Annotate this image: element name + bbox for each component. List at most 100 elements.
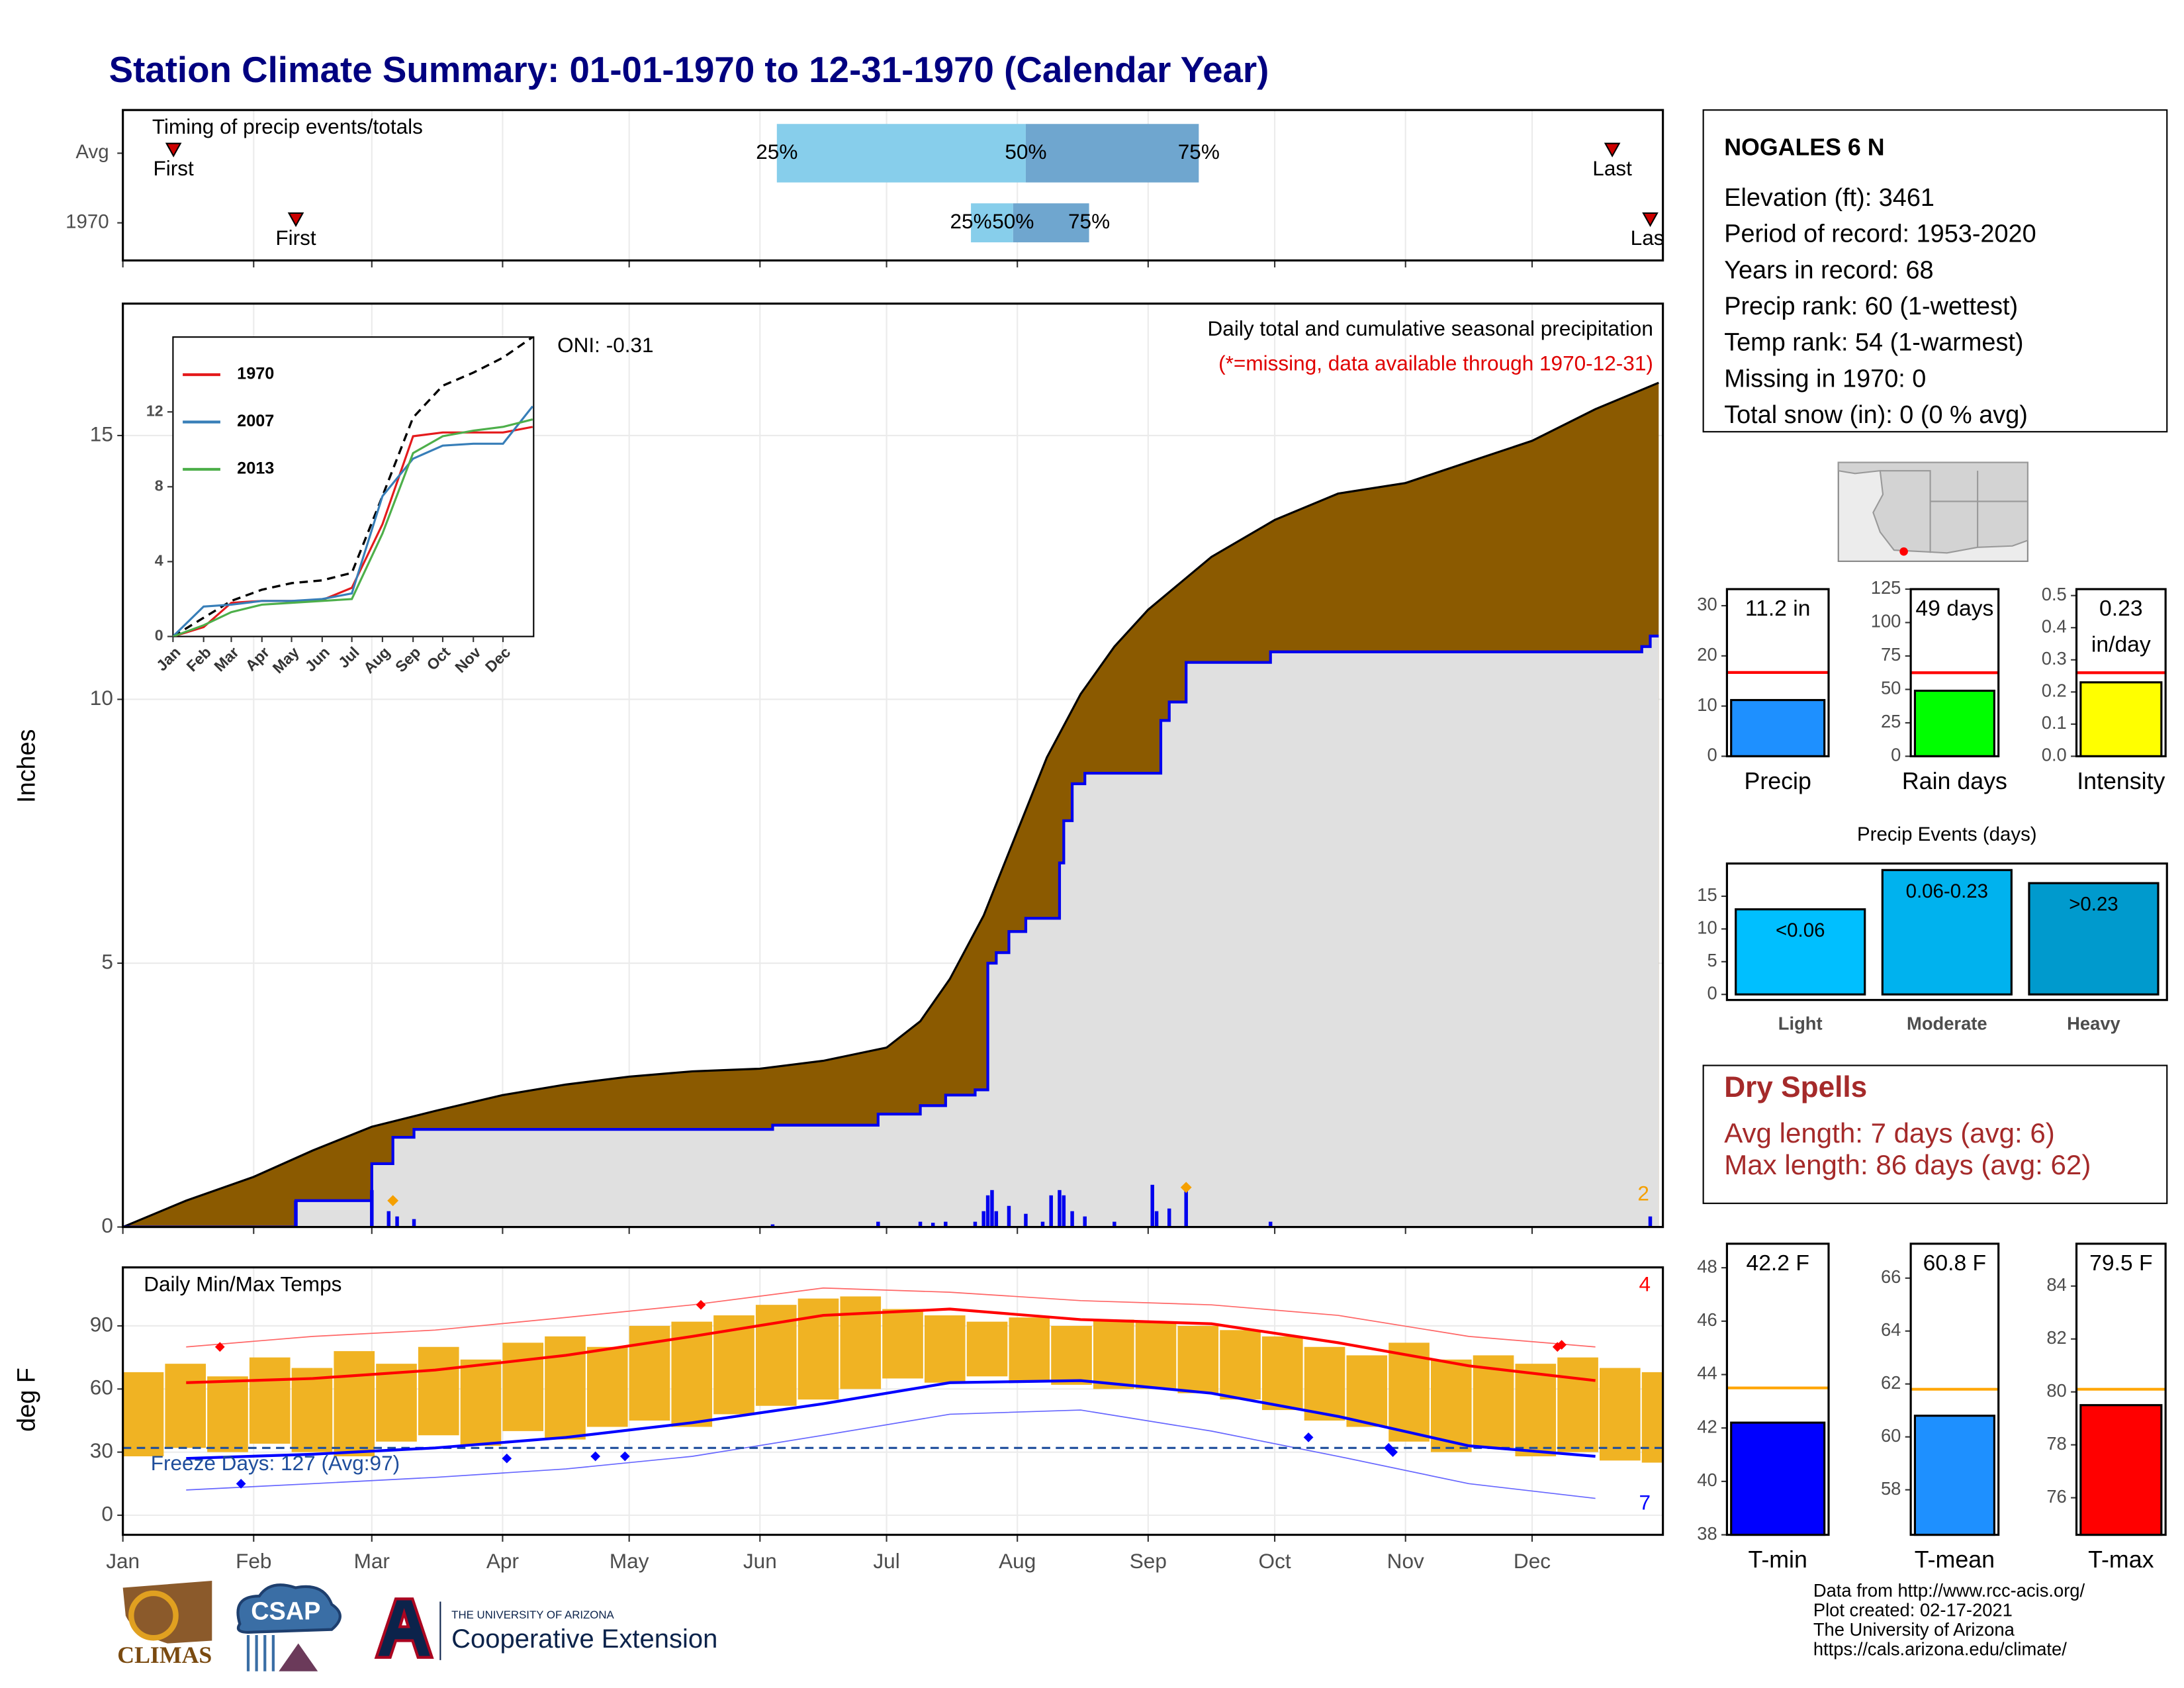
category-label: T-min [1749,1546,1807,1573]
y-tick-label: 48 [1697,1256,1717,1276]
station-location [1899,547,1908,556]
bin-label: <0.06 [1776,919,1825,941]
panel-frame [1725,1243,1830,1536]
y-tick-label: 46 [1697,1309,1717,1330]
locator-map [1837,461,2028,562]
bin-label: >0.23 [2069,894,2118,915]
x-tick-label: Mar [354,1549,390,1573]
panel-title: Precip Events (days) [1857,823,2037,845]
temp-range-bar [291,1368,333,1452]
bar [2079,1404,2163,1536]
y-tick-label: 0.3 [2042,648,2067,669]
daily-precip-bar [1062,1195,1066,1227]
temp-range-bar [1177,1325,1219,1393]
temp-range-bar [545,1336,586,1440]
bar [1730,698,1826,758]
daily-precip-bar [1150,1184,1154,1227]
daily-precip-bar [944,1221,948,1227]
quartile-label: 50% [1005,140,1046,164]
credit-line: Plot created: 02-17-2021 [1813,1600,2013,1620]
series-line [173,405,534,637]
y-tick-label: 44 [1697,1363,1717,1383]
x-tick-label: Jul [873,1549,899,1573]
y-tick-label: 0 [101,1213,113,1237]
y-tick-label: 82 [2046,1327,2066,1348]
station-line: Elevation (ft): 3461 [1724,184,1934,212]
y-tick-label: 4 [155,552,163,569]
y-tick-label: 84 [2046,1274,2066,1295]
temp-range-bar [1220,1330,1261,1400]
y-tick-label: 78 [2046,1433,2066,1454]
value-label-box: 79.5 F [2089,1252,2152,1276]
category-label: Heavy [2067,1013,2120,1034]
daily-precip-bar [994,1211,999,1227]
value-label-box: 42.2 F [1746,1252,1809,1276]
csap-logo-text: CSAP [251,1597,320,1625]
record-low-count: 7 [1639,1491,1651,1515]
y-tick-label: 42 [1697,1416,1717,1436]
climas-ring [128,1590,179,1641]
y-tick-label: 100 [1871,611,1901,632]
credit-line: https://cals.arizona.edu/climate/ [1813,1638,2067,1659]
quartile-label: 50% [992,209,1034,233]
category-label: T-mean [1915,1546,1995,1573]
freeze-label: Freeze Days: 127 (Avg:97) [151,1451,400,1475]
timing-label: First [153,156,194,180]
temp-range-bar [924,1315,966,1383]
temp-range-bar [249,1357,291,1444]
temp-range-bar [840,1296,882,1389]
y-tick-label: 0.2 [2042,680,2067,701]
temp-range-bar [1093,1319,1134,1389]
daily-precip-bar [412,1219,416,1227]
y-tick-label: 15 [1697,884,1717,905]
bar [1881,868,2013,996]
y-tick-label: 75 [1881,644,1901,665]
daily-precip-bar [876,1221,880,1227]
x-tick-label: Sep [1130,1549,1167,1573]
daily-precip-bar [395,1216,399,1227]
bar [1913,1415,1995,1536]
daily-precip-bar [294,1200,298,1227]
y-tick-label: 0.0 [2042,745,2067,765]
temp-range-bar [1261,1336,1303,1411]
x-tick-label: Apr [486,1549,519,1573]
category-label: Precip [1745,768,1811,794]
x-tick-label: Dec [1514,1549,1551,1573]
daily-precip-bar [985,1195,990,1227]
category-label: Intensity [2077,768,2165,794]
temp-range-bar [1346,1355,1388,1427]
quartile-bar [1013,203,1089,243]
y-tick-label: 10 [1697,917,1717,938]
timing-label: Last [1631,226,1670,250]
y-tick-label: 60 [90,1376,113,1399]
quartile-bar [776,124,1026,183]
extension-text: Cooperative Extension [451,1624,717,1654]
credit-line: The University of Arizona [1813,1619,2015,1640]
station-line: Precip rank: 60 (1-wettest) [1724,293,2018,320]
x-tick-label: Nov [1387,1549,1424,1573]
value-label-box: 11.2 in [1745,598,1811,622]
dry-spells-title: Dry Spells [1724,1071,1867,1103]
bar [2079,681,2163,758]
panel-frame [1725,588,1830,758]
temp-range-bar [1009,1317,1050,1381]
ua-emblem [374,1597,434,1659]
bar [1735,908,1866,996]
x-tick-label: Jan [106,1549,140,1573]
panel-title: Daily Min/Max Temps [144,1272,341,1295]
row-label: Avg [75,141,109,163]
y-axis-label: deg F [13,1368,41,1432]
y-tick-label: 50 [1881,678,1901,698]
quartile-bar [1025,124,1199,183]
daily-precip-bar [981,1211,985,1227]
daily-precip-bar [1024,1213,1028,1227]
dry-spells-box [1702,1064,2168,1204]
y-tick-label: 60 [1881,1425,1901,1446]
timing-marker [1642,212,1659,228]
csap-mountain [279,1643,318,1671]
y-tick-label: 76 [2046,1486,2066,1507]
quartile-label: 75% [1178,140,1220,164]
temp-range-bar [586,1346,628,1427]
y-tick-label: 20 [1697,644,1717,665]
